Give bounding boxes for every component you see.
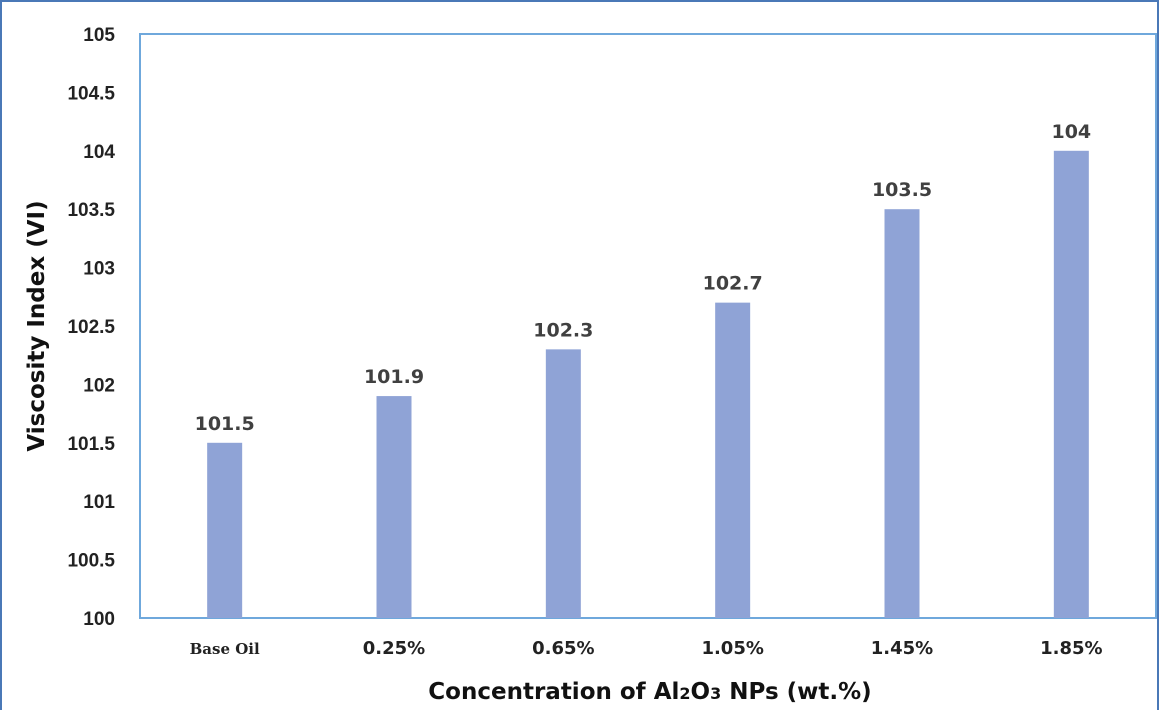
y-axis-title: Viscosity Index (VI) [24, 200, 50, 451]
bar [715, 302, 751, 618]
x-axis-title-sub1: 2 [679, 684, 690, 703]
x-axis-title: Concentration of Al2O3 NPs (wt.%) [428, 679, 871, 705]
y-tick-label: 102.5 [67, 317, 115, 338]
x-tick-label: 1.05% [701, 638, 763, 659]
x-axis-title-part2: O [691, 679, 711, 705]
bar [207, 442, 243, 618]
x-tick-label: 0.65% [532, 638, 594, 659]
y-tick-label: 105 [83, 25, 115, 46]
data-label: 101.9 [364, 366, 424, 388]
data-label: 104 [1051, 121, 1091, 143]
y-tick-label: 103 [83, 259, 115, 280]
y-tick-label: 101 [83, 492, 115, 513]
y-tick-label: 104 [83, 142, 115, 163]
y-tick-label: 102 [83, 375, 115, 396]
data-label: 102.3 [533, 319, 593, 341]
x-axis-title-part3: NPs (wt.%) [721, 679, 871, 705]
y-tick-label: 103.5 [67, 200, 115, 221]
x-tick-label: 1.85% [1040, 638, 1102, 659]
data-label: 101.5 [195, 413, 255, 435]
bar [1053, 150, 1089, 619]
y-tick-label: 104.5 [67, 83, 115, 104]
data-label: 103.5 [872, 179, 932, 201]
y-axis-ticks: 100 100.5 101 101.5 102 102.5 103 103.5 104 104.5… [67, 25, 115, 630]
x-axis-labels: Base Oil 0.25% 0.65% 1.05% 1.45% 1.85% [190, 638, 1103, 659]
y-tick-label: 101.5 [67, 434, 115, 455]
plot-area [139, 33, 1157, 619]
x-tick-label: 0.25% [363, 638, 425, 659]
bar [884, 209, 920, 618]
data-label: 102.7 [703, 273, 763, 295]
x-tick-label: 1.45% [871, 638, 933, 659]
bars [207, 150, 1089, 619]
y-tick-label: 100 [83, 609, 115, 630]
data-labels: 101.5 101.9 102.3 102.7 103.5 104 [195, 121, 1092, 435]
y-tick-label: 100.5 [67, 551, 115, 572]
bar [545, 349, 581, 618]
x-axis-title-sub2: 3 [710, 684, 721, 703]
bar [376, 396, 412, 618]
x-tick-label: Base Oil [190, 640, 260, 658]
x-axis-title-part1: Concentration of Al [428, 679, 679, 705]
